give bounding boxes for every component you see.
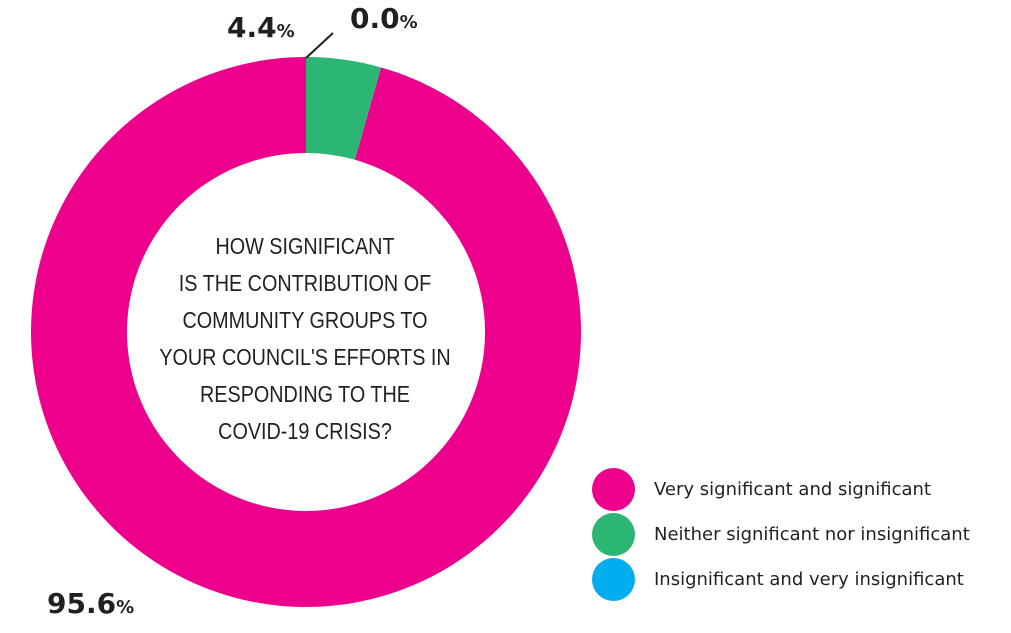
legend-swatch (592, 513, 635, 556)
data-label-neither: 4.4% (227, 11, 295, 44)
donut-slice (30, 57, 582, 607)
percent-sign: % (276, 21, 295, 42)
data-label-value: 95.6 (47, 587, 117, 620)
legend: Very significant and significant Neither… (592, 467, 970, 602)
data-label-value: 4.4 (227, 11, 277, 44)
title-line: RESPONDING TO THE (200, 381, 410, 407)
legend-item: Neither significant nor insignificant (592, 512, 970, 557)
data-label-insignificant: 0.0% (350, 2, 418, 35)
legend-item: Very significant and significant (592, 467, 970, 512)
legend-item: Insignificant and very insignificant (592, 557, 970, 602)
donut-slices (30, 57, 582, 607)
chart-title: HOW SIGNIFICANT IS THE CONTRIBUTION OF C… (153, 228, 457, 450)
zero-percent-leader-line (305, 32, 334, 59)
legend-label: Insignificant and very insignificant (654, 569, 964, 590)
title-line: HOW SIGNIFICANT (215, 233, 395, 259)
legend-label: Very significant and significant (654, 479, 931, 500)
data-label-very-significant: 95.6% (47, 587, 134, 620)
legend-swatch (592, 468, 635, 511)
title-line: IS THE CONTRIBUTION OF (178, 270, 432, 296)
donut-slice (306, 57, 382, 160)
legend-swatch (592, 558, 635, 601)
percent-sign: % (399, 12, 418, 33)
title-line: COMMUNITY GROUPS TO (182, 307, 428, 333)
percent-sign: % (116, 597, 135, 618)
data-label-value: 0.0 (350, 2, 400, 35)
title-line: COVID-19 CRISIS? (218, 418, 392, 444)
title-line: YOUR COUNCIL'S EFFORTS IN (159, 344, 451, 370)
legend-label: Neither significant nor insignificant (654, 524, 970, 545)
